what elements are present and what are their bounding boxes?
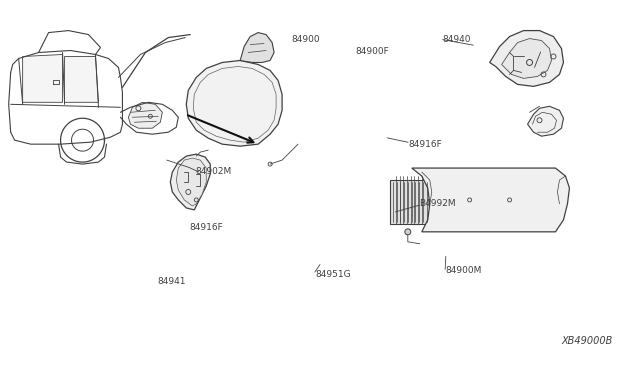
Polygon shape bbox=[186, 61, 282, 146]
Polygon shape bbox=[502, 39, 552, 78]
Text: B4992M: B4992M bbox=[419, 199, 456, 208]
Polygon shape bbox=[527, 106, 563, 136]
Polygon shape bbox=[412, 168, 570, 232]
Text: 84900: 84900 bbox=[291, 35, 320, 44]
Text: 84941: 84941 bbox=[157, 277, 186, 286]
Polygon shape bbox=[390, 180, 430, 224]
Text: 84900M: 84900M bbox=[445, 266, 481, 275]
Text: 84951G: 84951G bbox=[315, 270, 351, 279]
Circle shape bbox=[405, 229, 411, 235]
Polygon shape bbox=[240, 33, 274, 62]
Text: 84916F: 84916F bbox=[408, 140, 442, 149]
Polygon shape bbox=[22, 54, 63, 102]
Polygon shape bbox=[176, 158, 206, 206]
Text: XB49000B: XB49000B bbox=[561, 336, 612, 346]
Polygon shape bbox=[170, 154, 210, 210]
Text: 84940: 84940 bbox=[443, 35, 471, 44]
Polygon shape bbox=[193, 67, 276, 142]
Text: 84916F: 84916F bbox=[189, 223, 223, 232]
Text: 84900F: 84900F bbox=[355, 47, 389, 56]
Polygon shape bbox=[490, 31, 563, 86]
Text: 84902M: 84902M bbox=[195, 167, 232, 176]
Polygon shape bbox=[129, 102, 163, 128]
Polygon shape bbox=[65, 57, 99, 102]
